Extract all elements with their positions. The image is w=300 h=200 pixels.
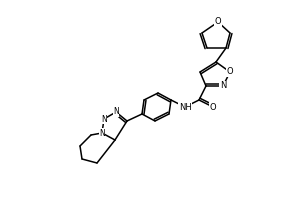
Text: NH: NH xyxy=(178,102,191,112)
Text: N: N xyxy=(99,129,105,138)
Text: N: N xyxy=(113,108,119,116)
Text: O: O xyxy=(210,102,216,112)
Text: O: O xyxy=(227,68,233,76)
Text: N: N xyxy=(220,82,226,90)
Text: N: N xyxy=(101,114,107,123)
Text: O: O xyxy=(215,18,221,26)
